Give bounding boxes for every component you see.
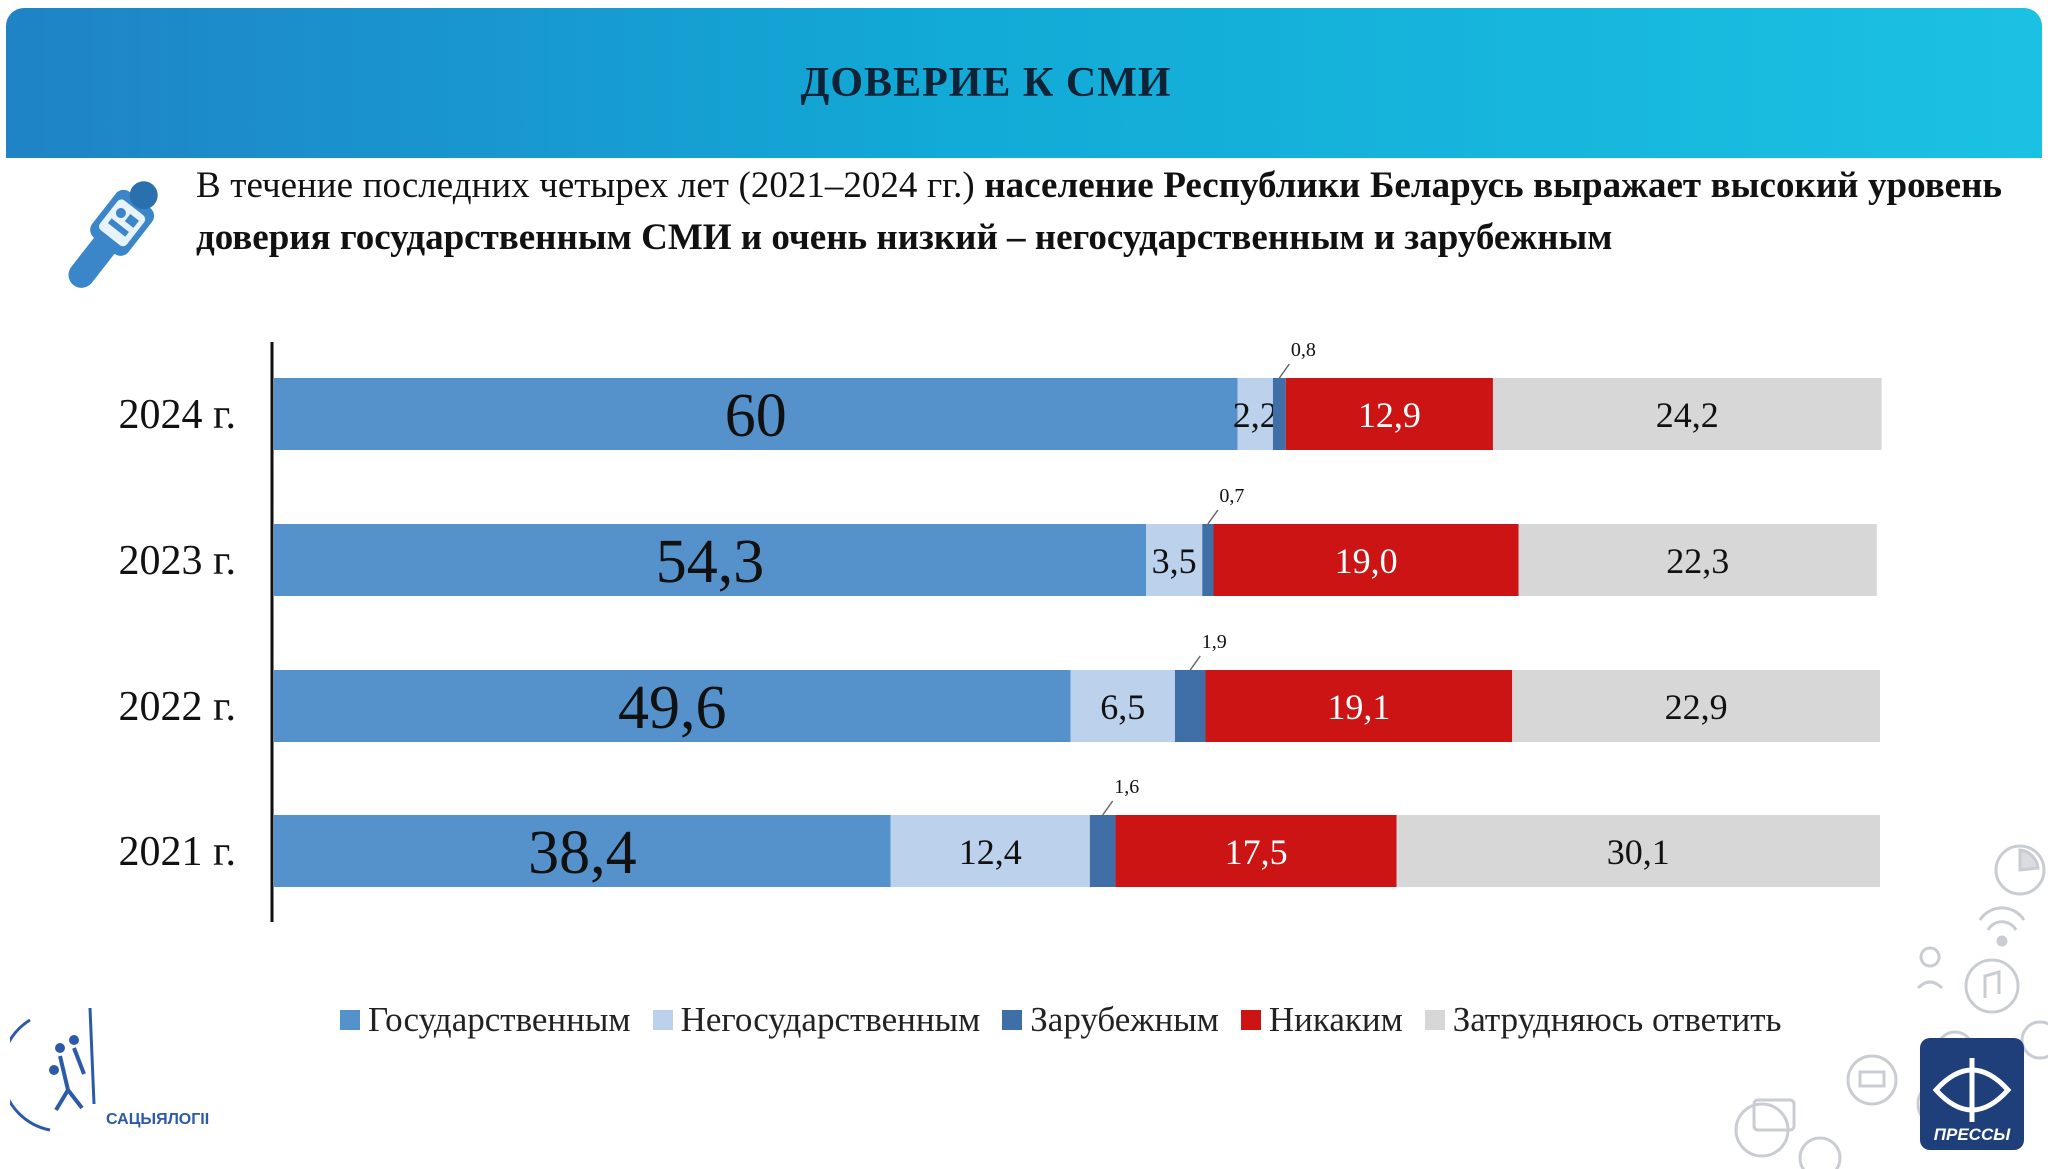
bar-nonstate [1146,524,1203,596]
data-label-hard-to-say: 24,2 [1656,395,1719,435]
data-label-state: 54,3 [656,528,765,596]
data-label-hard-to-say: 22,9 [1665,687,1728,727]
legend-item-hard-to-say: Затрудняюсь ответить [1424,1000,1782,1040]
bar-state [274,524,1147,596]
data-label-state: 49,6 [618,674,727,742]
press-house-logo: ПРЕССЫ [1920,1038,2024,1150]
leader-line [1189,655,1201,671]
data-label-nonstate: 3,5 [1152,541,1197,581]
leader-line [1278,363,1290,379]
data-label-state: 60 [725,382,787,450]
legend-item-none: Никаким [1240,1000,1403,1040]
data-label-foreign: 0,7 [1219,485,1244,507]
data-label-none: 19,1 [1327,687,1390,727]
intro-normal-text: В течение последних четырех лет (2021–20… [196,165,985,206]
data-label-nonstate: 12,4 [959,832,1022,872]
leader-line [1207,509,1219,525]
bar-hard-to-say [1518,524,1877,596]
category-label: 2024 г. [119,392,237,438]
data-label-nonstate: 2,2 [1233,395,1278,435]
microphone-icon [68,181,158,288]
data-label-none: 17,5 [1225,832,1288,872]
legend-swatch [1424,1010,1445,1030]
bar-none [1213,524,1519,596]
legend-swatch [1240,1010,1261,1030]
data-label-foreign: 0,8 [1291,339,1316,361]
legend-label: Затрудняюсь ответить [1452,1000,1782,1039]
bar-hard-to-say [1492,378,1882,450]
bar-nonstate [1237,378,1273,450]
bar-state [274,815,891,887]
data-label-foreign: 1,9 [1202,631,1227,653]
legend-label: Государственным [368,1000,631,1039]
bar-foreign [1174,670,1206,742]
bar-nonstate [890,815,1090,887]
intro-paragraph: В течение последних четырех лет (2021–20… [196,160,2002,264]
legend-item-nonstate: Негосударственным [652,1000,981,1040]
data-label-foreign: 1,6 [1114,776,1139,798]
legend-swatch [652,1010,673,1030]
category-label: 2022 г. [119,684,237,730]
bar-none [1285,378,1493,450]
data-label-none: 19,0 [1335,541,1398,581]
svg-text:САЦЫЯЛОГІІ: САЦЫЯЛОГІІ [106,1111,209,1128]
legend-swatch [340,1010,360,1030]
bar-state [274,378,1238,450]
legend-swatch [1002,1010,1023,1030]
category-label: 2023 г. [119,538,237,584]
leader-line [1102,800,1114,816]
header-banner: ДОВЕРИЕ К СМИ [6,8,2042,158]
legend-label: Зарубежным [1030,1000,1219,1039]
data-label-hard-to-say: 22,3 [1666,541,1729,581]
data-label-state: 38,4 [528,819,637,887]
press-logo-label: ПРЕССЫ [1934,1125,2011,1144]
legend-item-foreign: Зарубежным [1002,1000,1219,1040]
data-label-hard-to-say: 30,1 [1607,832,1670,872]
legend-item-state: Государственным [340,1000,631,1040]
chart-legend: Государственным Негосударственным Зарубежн… [340,998,1782,1042]
bar-foreign [1202,524,1214,596]
legend-label: Никаким [1268,1000,1403,1039]
intro-bold-text: население Республики Беларусь выражает в… [196,165,2002,258]
bar-none [1115,815,1397,887]
data-label-none: 12,9 [1358,395,1421,435]
bar-state [274,670,1071,742]
category-label: 2021 г. [119,829,237,875]
legend-label: Негосударственным [680,1000,981,1039]
page-title: ДОВЕРИЕ К СМИ [800,60,1172,106]
bar-foreign [1272,378,1286,450]
bar-hard-to-say [1396,815,1880,887]
bar-hard-to-say [1512,670,1880,742]
academy-logo: САЦЫЯЛОГІІ [10,1007,209,1132]
bar-nonstate [1070,670,1175,742]
bar-none [1205,670,1513,742]
data-label-nonstate: 6,5 [1100,687,1145,727]
bar-foreign [1089,815,1116,887]
